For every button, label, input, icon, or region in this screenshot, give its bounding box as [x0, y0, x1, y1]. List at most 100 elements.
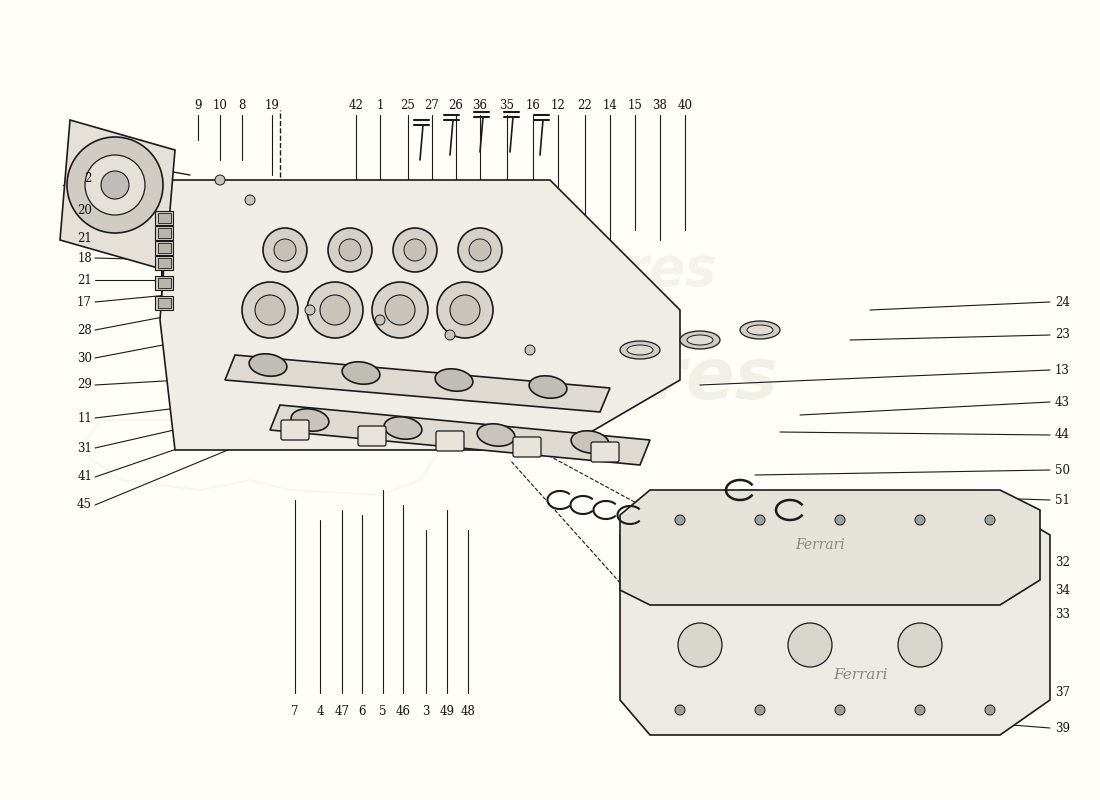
Text: 48: 48: [461, 705, 475, 718]
FancyBboxPatch shape: [436, 431, 464, 451]
Text: 17: 17: [77, 295, 92, 309]
Ellipse shape: [436, 369, 473, 391]
Text: 8: 8: [239, 99, 245, 112]
Text: 2: 2: [85, 171, 92, 185]
Text: 12: 12: [551, 99, 565, 112]
Circle shape: [242, 282, 298, 338]
Text: 49: 49: [440, 705, 454, 718]
Polygon shape: [158, 298, 170, 308]
Polygon shape: [155, 276, 173, 290]
Circle shape: [915, 705, 925, 715]
Circle shape: [675, 515, 685, 525]
Circle shape: [339, 239, 361, 261]
Circle shape: [835, 705, 845, 715]
Circle shape: [375, 315, 385, 325]
Text: 41: 41: [77, 470, 92, 483]
Text: 7: 7: [292, 705, 299, 718]
Text: 26: 26: [449, 99, 463, 112]
Circle shape: [835, 515, 845, 525]
Text: 45: 45: [77, 498, 92, 511]
Text: 46: 46: [396, 705, 410, 718]
Circle shape: [393, 228, 437, 272]
Circle shape: [458, 228, 502, 272]
Circle shape: [898, 623, 942, 667]
Ellipse shape: [477, 424, 515, 446]
Circle shape: [307, 282, 363, 338]
Polygon shape: [160, 180, 680, 450]
Circle shape: [245, 195, 255, 205]
Text: 16: 16: [526, 99, 540, 112]
Text: 10: 10: [212, 99, 228, 112]
Ellipse shape: [529, 376, 566, 398]
Text: 44: 44: [1055, 429, 1070, 442]
Circle shape: [67, 137, 163, 233]
Polygon shape: [270, 405, 650, 465]
Text: 23: 23: [1055, 329, 1070, 342]
Text: Ferrari: Ferrari: [795, 538, 845, 552]
Text: 22: 22: [578, 99, 593, 112]
Text: 5: 5: [379, 705, 387, 718]
Text: eurospares: eurospares: [321, 346, 779, 414]
Circle shape: [255, 295, 285, 325]
Text: 37: 37: [1055, 686, 1070, 698]
Circle shape: [446, 330, 455, 340]
Ellipse shape: [747, 325, 773, 335]
Ellipse shape: [384, 417, 422, 439]
Text: 18: 18: [77, 251, 92, 265]
Polygon shape: [155, 256, 173, 270]
Ellipse shape: [292, 409, 329, 431]
FancyBboxPatch shape: [280, 420, 309, 440]
Polygon shape: [158, 278, 170, 288]
Text: Ferrari: Ferrari: [833, 668, 888, 682]
Text: 38: 38: [652, 99, 668, 112]
Circle shape: [385, 295, 415, 325]
Polygon shape: [158, 258, 170, 268]
Circle shape: [328, 228, 372, 272]
Polygon shape: [620, 490, 1040, 605]
Text: 35: 35: [499, 99, 515, 112]
Text: 25: 25: [400, 99, 416, 112]
Text: 4: 4: [317, 705, 323, 718]
Text: 27: 27: [425, 99, 439, 112]
Text: 32: 32: [1055, 555, 1070, 569]
Circle shape: [915, 515, 925, 525]
Text: 34: 34: [1055, 583, 1070, 597]
Polygon shape: [155, 226, 173, 240]
Polygon shape: [155, 296, 173, 310]
Text: 36: 36: [473, 99, 487, 112]
Circle shape: [984, 705, 996, 715]
Text: 50: 50: [1055, 463, 1070, 477]
Text: 19: 19: [265, 99, 279, 112]
Polygon shape: [226, 355, 611, 412]
Polygon shape: [155, 211, 173, 225]
Text: 6: 6: [359, 705, 365, 718]
Polygon shape: [158, 228, 170, 238]
FancyBboxPatch shape: [358, 426, 386, 446]
Text: 1: 1: [376, 99, 384, 112]
Text: 14: 14: [603, 99, 617, 112]
Ellipse shape: [249, 354, 287, 376]
Circle shape: [404, 239, 426, 261]
Text: 24: 24: [1055, 295, 1070, 309]
Polygon shape: [158, 213, 170, 223]
Text: 51: 51: [1055, 494, 1070, 506]
Circle shape: [101, 171, 129, 199]
Circle shape: [755, 515, 764, 525]
Text: 40: 40: [678, 99, 693, 112]
Text: 21: 21: [77, 274, 92, 286]
Circle shape: [469, 239, 491, 261]
Circle shape: [525, 345, 535, 355]
Ellipse shape: [342, 362, 380, 384]
Text: 21: 21: [77, 231, 92, 245]
Text: eurospares: eurospares: [383, 244, 717, 296]
Text: 29: 29: [77, 378, 92, 391]
Text: 20: 20: [77, 203, 92, 217]
Polygon shape: [155, 241, 173, 255]
Polygon shape: [158, 243, 170, 253]
Ellipse shape: [680, 331, 720, 349]
Circle shape: [85, 155, 145, 215]
Text: 13: 13: [1055, 363, 1070, 377]
Polygon shape: [60, 120, 175, 270]
Circle shape: [214, 175, 225, 185]
Text: 30: 30: [77, 351, 92, 365]
